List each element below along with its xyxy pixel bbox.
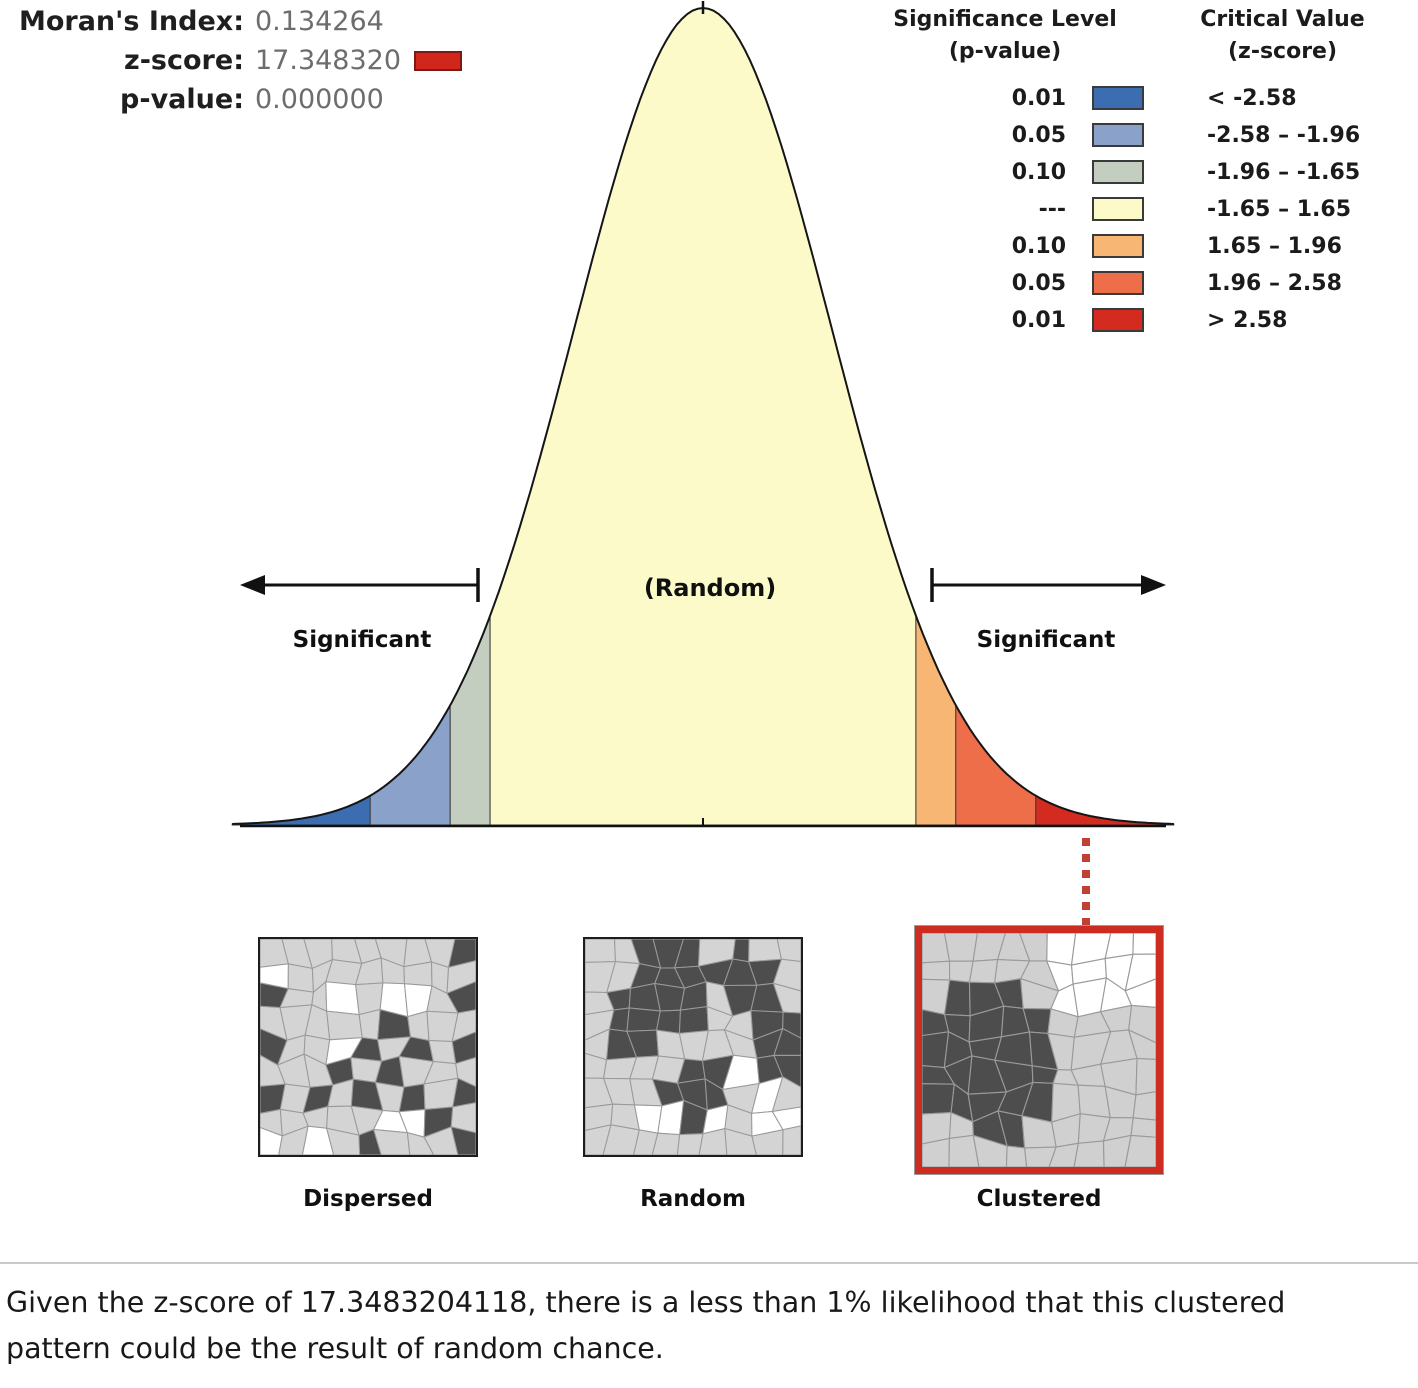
- clustered-map-image: [922, 933, 1156, 1167]
- legend-swatch: [1091, 271, 1144, 296]
- statistics-block: Moran's Index: 0.134264 z-score: 17.3483…: [4, 6, 463, 123]
- morans-index-row: Moran's Index: 0.134264: [4, 6, 462, 37]
- legend-pvalue: 0.10: [1011, 159, 1066, 185]
- dispersed-label: Dispersed: [303, 1186, 433, 1212]
- legend-significance-title: Significance Level: [893, 7, 1117, 32]
- curve-colored-segments: [231, 6, 1175, 826]
- clustered-map-thumbnail: [915, 926, 1163, 1174]
- legend-pvalue: 0.01: [1011, 85, 1066, 111]
- legend-critical-subtitle: (z-score): [1227, 38, 1338, 64]
- legend-critical-header: Critical Value (z-score): [1165, 4, 1400, 68]
- curve-overlay: [240, 1, 1166, 926]
- legend-range: -1.65 – 1.65: [1207, 196, 1352, 222]
- zscore-color-swatch: [414, 50, 463, 71]
- divider: [0, 1262, 1418, 1264]
- right-significant-arrow: [930, 568, 1166, 602]
- random-label-caption: Random: [640, 1186, 746, 1212]
- morans-index-label: Moran's Index:: [18, 6, 244, 37]
- legend-pvalue: 0.01: [1011, 307, 1066, 333]
- legend-range: 1.65 – 1.96: [1207, 233, 1342, 259]
- legend-significance-subtitle: (p-value): [948, 38, 1062, 64]
- random-map-thumbnail: [583, 937, 803, 1157]
- legend-swatch: [1091, 308, 1144, 333]
- dispersed-map-image: [260, 939, 476, 1155]
- legend-range: -2.58 – -1.96: [1207, 122, 1361, 148]
- legend-swatch: [1091, 123, 1144, 148]
- dispersed-map-thumbnail: [258, 937, 478, 1157]
- legend-swatch: [1091, 197, 1144, 222]
- legend-critical-title: Critical Value: [1200, 7, 1365, 32]
- pvalue-row: p-value: 0.000000: [4, 84, 462, 115]
- legend: Significance Level (p-value) Critical Va…: [845, 4, 1400, 333]
- clustered-label: Clustered: [976, 1186, 1102, 1212]
- zscore-value: 17.348320: [255, 45, 402, 76]
- summary-text: Given the z-score of 17.3483204118, ther…: [6, 1286, 1286, 1366]
- legend-pvalue: ---: [1038, 196, 1066, 222]
- pvalue-label: p-value:: [120, 84, 244, 115]
- legend-significance-header: Significance Level (p-value): [845, 4, 1165, 68]
- legend-swatch: [1091, 234, 1144, 259]
- significant-right-label: Significant: [976, 627, 1116, 653]
- pvalue-value: 0.000000: [255, 84, 384, 115]
- legend-range: > 2.58: [1207, 307, 1288, 333]
- zscore-row: z-score: 17.348320: [4, 45, 463, 76]
- legend-pvalue: 0.05: [1011, 270, 1066, 296]
- legend-swatch: [1091, 160, 1144, 185]
- legend-pvalue: 0.05: [1011, 122, 1066, 148]
- left-significant-arrow: [240, 568, 480, 602]
- random-label: (Random): [643, 574, 777, 602]
- significant-left-label: Significant: [292, 627, 432, 653]
- morans-index-value: 0.134264: [255, 6, 384, 37]
- legend-pvalue: 0.10: [1011, 233, 1066, 259]
- legend-range: < -2.58: [1207, 85, 1297, 111]
- legend-range: 1.96 – 2.58: [1207, 270, 1342, 296]
- random-map-image: [585, 939, 801, 1155]
- legend-swatch: [1091, 86, 1144, 111]
- legend-range: -1.96 – -1.65: [1207, 159, 1361, 185]
- zscore-label: z-score:: [124, 45, 244, 76]
